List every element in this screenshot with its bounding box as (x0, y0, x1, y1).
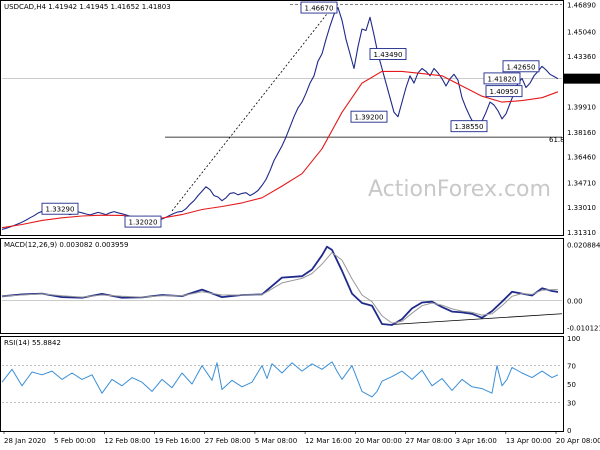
annotation-label: 1.40950 (490, 88, 519, 96)
x-tick-label: 3 Apr 16:00 (456, 437, 497, 445)
rsi-panel (1, 361, 559, 398)
annotation-label: 1.42650 (507, 63, 536, 71)
x-tick-label: 5 Feb 00:00 (54, 437, 95, 445)
annotation-label: 1.38550 (455, 123, 484, 131)
price-annotation: 1.42650 (502, 60, 540, 73)
x-tick-label: 19 Feb 16:00 (155, 437, 201, 445)
guide-lines (2, 3, 563, 403)
macd-trendline (391, 313, 563, 325)
y-tick-label: 0.020884 (567, 241, 600, 249)
x-tick-label: 20 Mar 00:00 (355, 437, 402, 445)
price-annotation: 1.41820 (483, 72, 521, 85)
y-tick-label: 100 (567, 335, 580, 343)
x-tick-label: 27 Feb 08:00 (205, 437, 251, 445)
x-tick-label: 28 Jan 2020 (4, 437, 46, 445)
x-tick-label: 12 Feb 08:00 (104, 437, 150, 445)
rsi-panel-frame (0, 336, 564, 432)
y-tick-label: 0 (567, 427, 571, 435)
price-panel-title: USDCAD,H4 1.41942 1.41945 1.41652 1.4180… (4, 3, 171, 11)
y-tick-label: 1.39910 (567, 103, 596, 111)
y-tick-label: 1.36460 (567, 154, 596, 162)
annotation-box (124, 215, 162, 228)
x-tick-label: 12 Mar 16:00 (305, 437, 352, 445)
price-series-price (1, 7, 559, 231)
macd-panel (1, 245, 559, 326)
annotation-box (300, 1, 338, 14)
y-tick-label: 50 (567, 381, 576, 389)
macd-panel-frame (0, 238, 564, 334)
annotation-label: 1.43490 (374, 51, 403, 59)
price-annotation: 1.43490 (369, 48, 407, 60)
annotation-box (369, 48, 407, 60)
rsi-series-rsi (1, 361, 559, 398)
x-tick-label: 13 Apr 00:00 (506, 437, 552, 445)
price-trendline (171, 7, 333, 212)
annotation-label: 1.39200 (355, 114, 384, 122)
price-series-ma (1, 70, 559, 229)
y-tick-label: 1.38160 (567, 129, 596, 137)
y-tick-label: 1.31310 (567, 229, 596, 237)
y-tick-label: 1.43360 (567, 53, 596, 61)
price-panel (1, 7, 559, 231)
annotation-box (485, 85, 523, 98)
annotation-box (450, 120, 488, 133)
macd-series-signal (1, 252, 558, 324)
x-tick-label: 5 Mar 08:00 (255, 437, 297, 445)
y-tick-label: 0.00 (567, 297, 583, 305)
price-annotation: 1.39200 (350, 110, 388, 123)
annotation-label: 1.32020 (129, 219, 158, 227)
y-tick-label: 1.41803 (567, 76, 596, 84)
annotation-label: 1.33290 (46, 206, 75, 214)
price-annotation: 1.32020 (124, 215, 162, 228)
y-tick-label: 1.34710 (567, 179, 596, 187)
x-axis-labels: 28 Jan 2020 5 Feb 00:00 12 Feb 08:00 19 Feb… (3, 431, 600, 445)
annotation-label: 1.46670 (305, 5, 334, 13)
y-axis-labels: 1.46890 1.45040 1.43360 1.41803 1.39910 1.381… (564, 1, 600, 435)
price-annotations: 1.46670 1.43490 1.42650 1.41820 1.40950 1.392… (41, 1, 540, 228)
panel-frames (0, 0, 564, 432)
price-annotation: 1.46670 (300, 1, 338, 14)
y-tick-label: -0.010121 (567, 324, 600, 332)
y-tick-label: 1.46890 (567, 1, 596, 9)
x-tick-label: 27 Mar 08:00 (405, 437, 452, 445)
annotation-box (502, 60, 540, 73)
x-tick-label: 20 Apr 08:00 (556, 437, 600, 445)
y-tick-label: 1.33010 (567, 204, 596, 212)
fib-level-label: 61.8 (549, 136, 565, 144)
annotation-box (350, 110, 388, 123)
price-annotation: 1.40950 (485, 85, 523, 98)
annotation-label: 1.41820 (488, 75, 517, 83)
price-annotation: 1.33290 (41, 202, 79, 215)
last-price-marker (564, 73, 600, 84)
watermark: ActionForex.com (368, 177, 551, 202)
y-tick-label: 1.45040 (567, 28, 596, 36)
y-tick-label: 70 (567, 363, 576, 371)
rsi-panel-title: RSI(14) 55.8842 (4, 339, 61, 347)
price-panel-frame (0, 0, 564, 236)
annotation-box (41, 202, 79, 215)
annotation-box (483, 72, 521, 85)
price-annotation: 1.38550 (450, 120, 488, 133)
macd-panel-title: MACD(12,26,9) 0.003082 0.003959 (4, 241, 128, 249)
y-tick-label: 30 (567, 399, 576, 407)
